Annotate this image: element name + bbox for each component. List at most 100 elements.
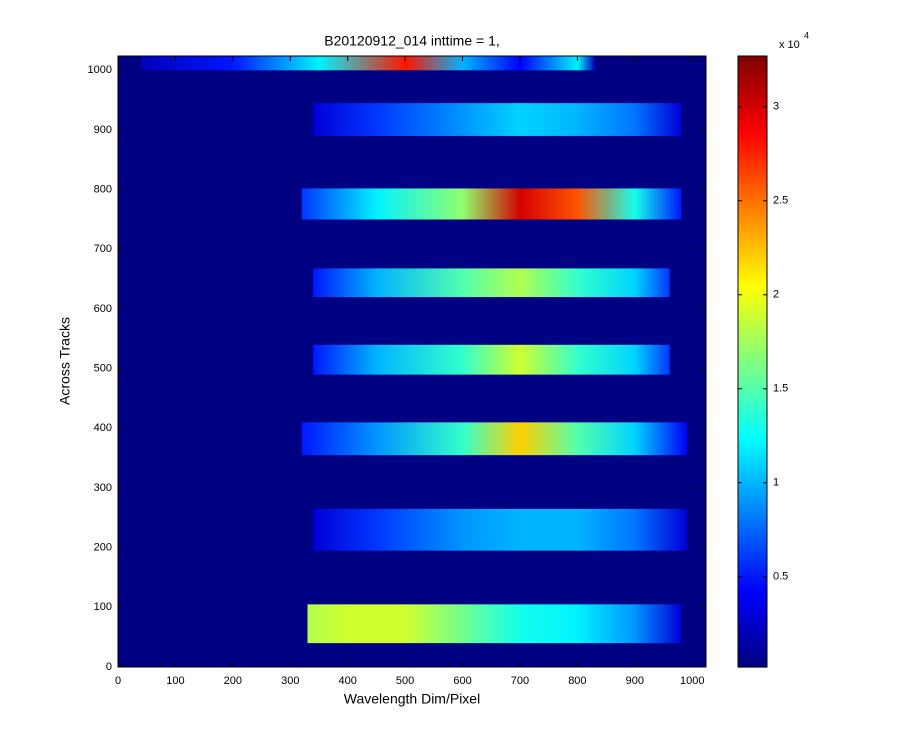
- band-segment: [634, 188, 682, 220]
- colorbar-slice: [738, 184, 767, 191]
- x-tick-label: 600: [453, 675, 471, 687]
- colorbar-slice: [738, 94, 767, 100]
- y-tick-label: 1000: [88, 64, 112, 76]
- colorbar-slice: [738, 638, 767, 644]
- colorbar-multiplier: x 10: [779, 39, 800, 51]
- band-segment: [376, 188, 464, 220]
- band-segment: [462, 344, 521, 375]
- band-segment: [462, 268, 521, 298]
- colorbar-tick-label: 1: [773, 477, 779, 489]
- band-segment: [376, 508, 464, 551]
- colorbar-slice: [738, 581, 767, 587]
- x-tick-label: 800: [568, 675, 586, 687]
- colorbar-slice: [738, 361, 767, 367]
- band-segment: [577, 56, 596, 71]
- colorbar-slice: [738, 452, 767, 458]
- colorbar-slice: [738, 471, 767, 477]
- colorbar-slice: [738, 89, 767, 95]
- colorbar-tick-label: 1.5: [773, 383, 788, 395]
- colorbar-slice: [738, 347, 767, 353]
- colorbar-slice: [738, 98, 767, 105]
- colorbar-slice: [738, 418, 767, 425]
- colorbar-slice: [738, 547, 767, 554]
- colorbar-tick-label: 0.5: [773, 571, 788, 583]
- band-segment: [519, 103, 578, 136]
- band-segment: [519, 268, 578, 298]
- colorbar-slice: [738, 390, 767, 396]
- colorbar-slice: [738, 323, 767, 329]
- band-segment: [519, 56, 578, 71]
- y-tick-label: 900: [94, 124, 112, 136]
- colorbar-slice: [738, 437, 767, 444]
- colorbar-slice: [738, 366, 767, 372]
- colorbar-slice: [738, 447, 767, 453]
- colorbar-slice: [738, 576, 767, 582]
- colorbar-slice: [738, 614, 767, 620]
- colorbar-slice: [738, 132, 767, 138]
- colorbar-slice: [738, 75, 767, 81]
- colorbar-slice: [738, 652, 767, 659]
- x-tick-label: 200: [224, 675, 242, 687]
- colorbar-slice: [738, 223, 767, 229]
- y-tick-label: 0: [106, 661, 112, 673]
- colorbar-slice: [738, 328, 767, 334]
- band-segment: [307, 604, 349, 644]
- colorbar-tick-label: 2: [773, 289, 779, 301]
- colorbar-slice: [738, 237, 767, 243]
- colorbar-slice: [738, 456, 767, 463]
- colorbar-slice: [738, 399, 767, 406]
- band-segment: [347, 604, 406, 644]
- colorbar-slice: [738, 380, 767, 386]
- colorbar-slice: [738, 118, 767, 124]
- colorbar-tick-label: 2.5: [773, 195, 788, 207]
- band-segment: [519, 344, 578, 375]
- colorbar-slice: [738, 566, 767, 573]
- colorbar-slice: [738, 194, 767, 200]
- colorbar-slice: [738, 137, 767, 143]
- colorbar-slice: [738, 480, 767, 487]
- y-tick-label: 400: [94, 422, 112, 434]
- band-segment: [140, 56, 234, 71]
- band-segment: [318, 56, 406, 71]
- colorbar-slice: [738, 242, 767, 248]
- band-segment: [313, 508, 377, 551]
- colorbar-slice: [738, 495, 767, 501]
- colorbar-tick-label: 3: [773, 101, 779, 113]
- colorbar-slice: [738, 213, 767, 219]
- colorbar-slice: [738, 270, 767, 277]
- colorbar-slice: [738, 351, 767, 358]
- x-tick-label: 700: [511, 675, 529, 687]
- colorbar-slice: [738, 466, 767, 472]
- colorbar-slice: [738, 60, 767, 67]
- band-segment: [634, 422, 687, 456]
- colorbar-slice: [738, 227, 767, 234]
- band-segment: [313, 103, 377, 136]
- band-segment: [462, 56, 521, 71]
- colorbar-slice: [738, 79, 767, 86]
- colorbar-slice: [738, 571, 767, 577]
- colorbar-slice: [738, 337, 767, 344]
- colorbar-slice: [738, 251, 767, 258]
- band-segment: [634, 344, 670, 375]
- colorbar-slice: [738, 633, 767, 639]
- x-tick-label: 900: [626, 675, 644, 687]
- colorbar-slice: [738, 203, 767, 210]
- band-segment: [577, 508, 636, 551]
- band-segment: [462, 604, 521, 644]
- colorbar-slice: [738, 600, 767, 606]
- colorbar-slice: [738, 476, 767, 482]
- colorbar-slice: [738, 246, 767, 253]
- x-tick-label: 300: [281, 675, 299, 687]
- colorbar-slice: [738, 533, 767, 539]
- colorbar-slice: [738, 175, 767, 181]
- colorbar-slice: [738, 141, 767, 148]
- y-tick-label: 800: [94, 184, 112, 196]
- colorbar-slice: [738, 442, 767, 449]
- band-segment: [577, 268, 636, 298]
- colorbar-slice: [738, 585, 767, 592]
- colorbar-slice: [738, 647, 767, 654]
- colorbar-slice: [738, 523, 767, 530]
- colorbar-slice: [738, 289, 767, 296]
- colorbar-slice: [738, 256, 767, 262]
- colorbar-slice: [738, 218, 767, 224]
